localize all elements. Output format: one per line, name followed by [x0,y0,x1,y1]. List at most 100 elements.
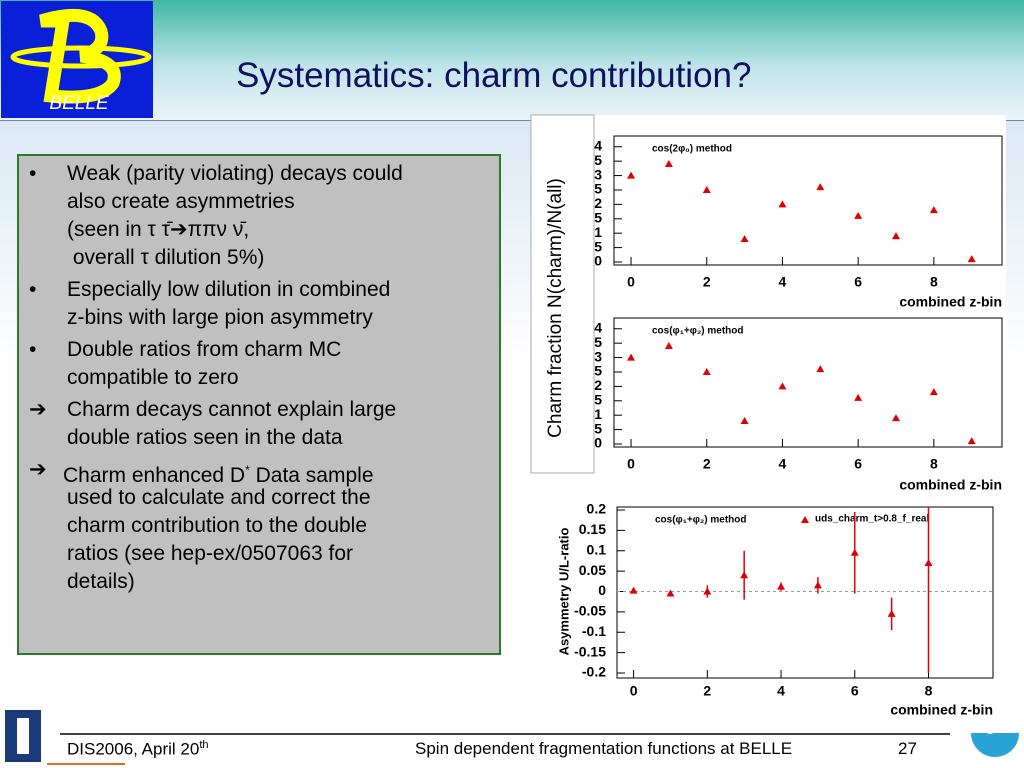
y-tick-label: -0.1 [582,623,606,639]
point [887,609,896,617]
x-tick-label: 6 [854,274,862,290]
bullet-marker: • [29,338,37,361]
y-tick-label: 5 [594,363,602,379]
bullet-line: used to calculate and correct the [67,486,371,509]
y-tick-label: 2 [594,377,602,393]
point [740,571,749,579]
y-tick-label: 0.2 [587,501,607,517]
point [702,185,711,193]
point [627,171,636,179]
footer-left-text: DIS2006, April 20 [67,739,200,759]
y-tick-label: 0 [594,253,602,269]
bullet-line: double ratios seen in the data [67,426,343,449]
x-tick-label: 6 [851,683,859,699]
point [703,587,712,595]
logo-i [17,718,29,754]
bullet-marker: • [29,162,37,185]
page-number: 27 [898,739,917,758]
y-tick-label: -0.05 [574,603,606,619]
x-tick-label: 8 [930,456,938,472]
point [629,586,638,594]
x-axis-label: combined z-bin [890,702,993,718]
y-tick-label: 5 [594,420,602,436]
ylabel-panel [530,114,595,474]
x-tick-label: 2 [703,274,711,290]
header: BELLE Systematics: charm contribution? [0,0,1024,121]
bullet-marker: • [29,278,37,301]
point [627,353,636,361]
point [702,367,711,375]
point [816,183,825,191]
plot-frame [616,506,994,679]
y-tick-label: -0.2 [582,664,606,680]
legend-marker [801,516,809,523]
bullet-line: ratios (see hep-ex/0507063 for [67,542,354,565]
point [892,414,901,422]
footer-center: Spin dependent fragmentation functions a… [415,739,793,758]
point [664,160,673,168]
point [924,558,933,566]
point [740,234,749,242]
point [967,437,976,445]
footer-left: DIS2006, April 20th [67,739,209,760]
point [664,342,673,350]
bullet-line: details) [67,570,135,593]
point [740,416,749,424]
y-tick-label: 3 [594,166,602,182]
plot-frame [613,135,1003,266]
legend-label: uds_charm_t>0.8_f_real [815,514,929,525]
bullet-line: overall τ dilution 5%) [67,246,265,269]
annotation: cos(φ₁+φ₂) method [655,515,747,526]
y-tick-label: 5 [594,238,602,254]
y-tick-label: 1 [594,406,602,422]
slide-title: Systematics: charm contribution? [236,56,752,95]
annotation: cos(2φ₀) method [652,144,732,155]
logo-b [39,8,121,104]
y-axis-label: Asymmetry U/L-ratio [556,528,571,656]
point [813,581,822,589]
x-tick-label: 0 [630,683,638,699]
y-tick-label: 0 [598,582,606,598]
point [929,388,938,396]
corner-logo [971,733,1019,757]
y-tick-label: 5 [594,181,602,197]
x-tick-label: 4 [779,274,787,290]
point [666,589,675,597]
point [854,393,863,401]
y-tick-label: 1 [594,224,602,240]
x-tick-label: 6 [854,456,862,472]
line-part: Data sample [249,464,374,487]
line-part: Charm enhanced D [63,464,246,487]
point [850,548,859,556]
bullet-line: Double ratios from charm MC [67,338,342,361]
y-tick-label: 5 [594,209,602,225]
y-tick-label: 5 [594,152,602,168]
bullet-line: charm contribution to the double [67,514,368,537]
x-tick-label: 4 [779,456,787,472]
point [854,211,863,219]
x-tick-label: 2 [703,456,711,472]
y-tick-label: 5 [594,391,602,407]
footer: DIS2006, April 20th Spin dependent fragm… [0,733,1024,768]
bullet-line: also create asymmetries [67,190,295,213]
bullet-marker: ➔ [29,458,47,481]
bullet-line: Charm decays cannot explain large [67,398,397,421]
bullet-line: (seen in τ τ̄➔ππν ν̄, [67,218,250,241]
point [892,232,901,240]
y-tick-label: 0.15 [579,521,606,537]
belle-logo: BELLE [1,1,153,118]
y-tick-label: 2 [594,195,602,211]
annotation: cos(φ₁+φ₂) method [652,326,744,337]
bullet-marker: ➔ [29,398,47,421]
text-box: • Weak (parity violating) decays could als… [17,154,501,655]
illinois-logo [5,710,41,762]
point [929,206,938,214]
logo-ring [10,45,152,69]
corner-logo-dot [987,733,993,734]
y-tick-label: 0.05 [579,562,606,578]
y-tick-label: -0.15 [574,643,606,659]
y-tick-label: 0.1 [587,541,607,557]
x-tick-label: 8 [930,274,938,290]
